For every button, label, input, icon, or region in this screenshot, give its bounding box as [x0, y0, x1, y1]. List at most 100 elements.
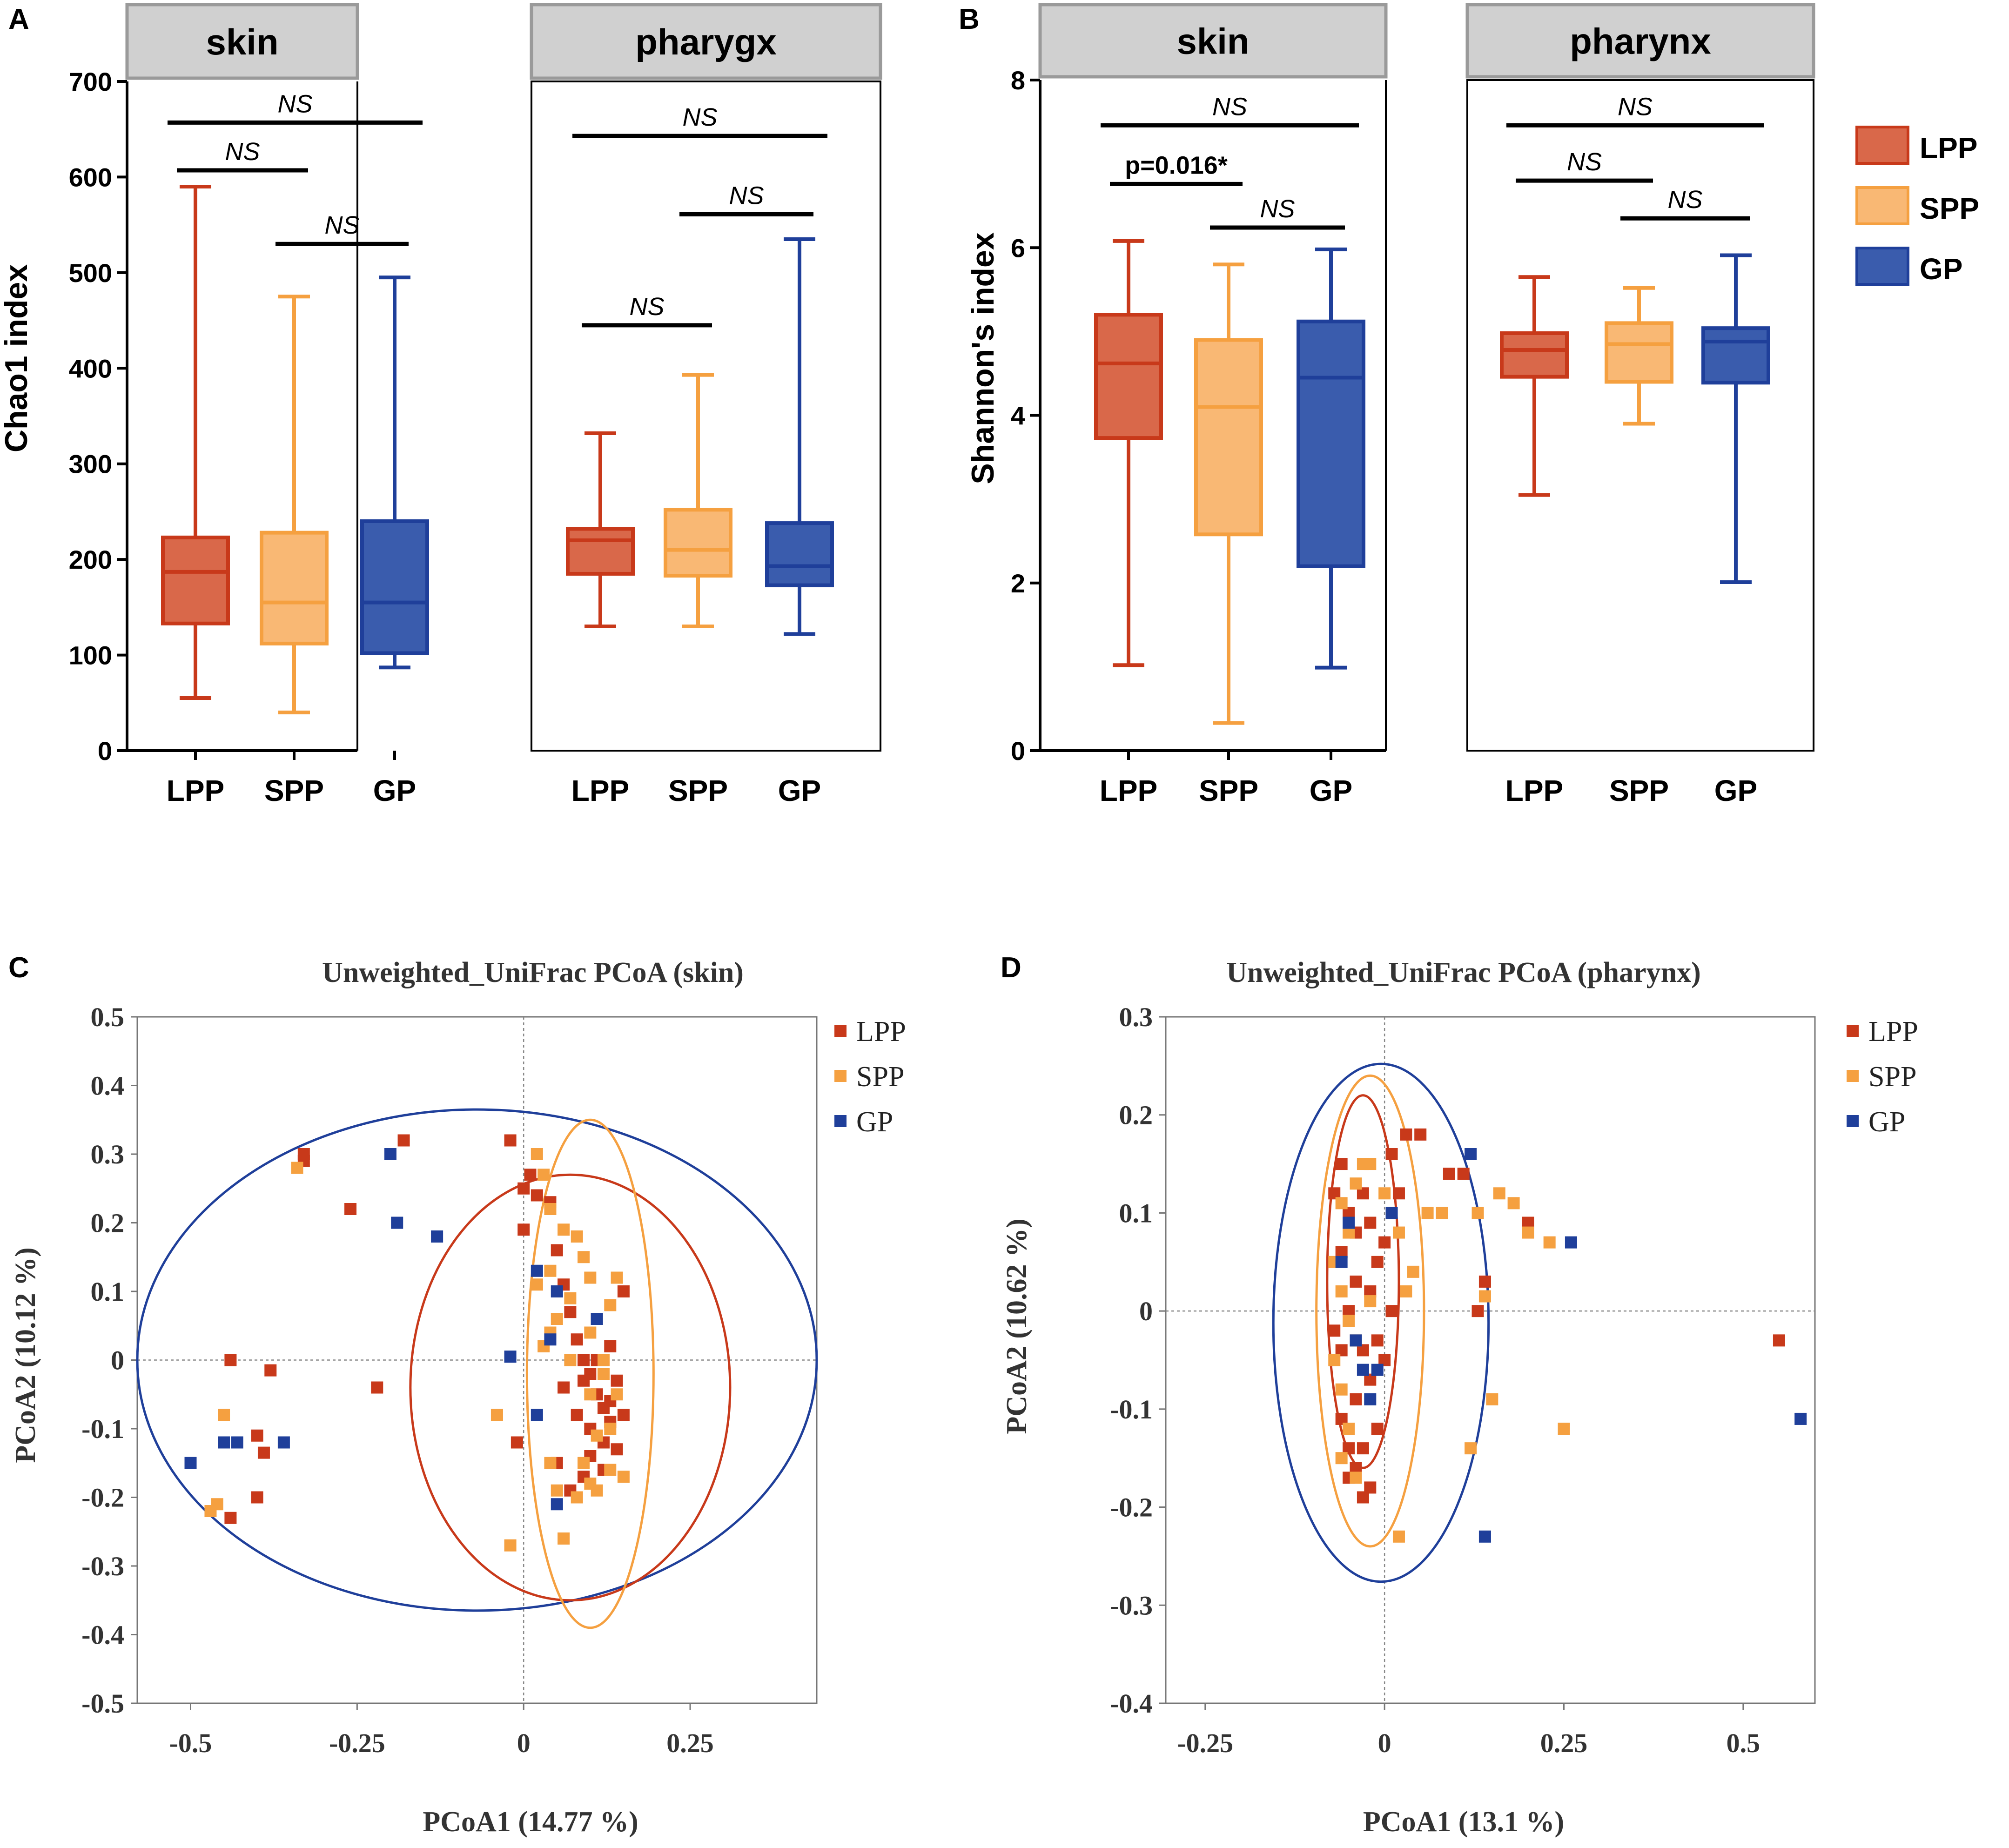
panel-c-point-gp	[531, 1409, 543, 1421]
panel-d-point-gp	[1371, 1364, 1384, 1376]
panel-b-shannon-boxplot: Shannon's index skin 0 2 4 6 8 LPP SPP GP p=0.016…	[965, 3, 1815, 807]
panel-c-point-gp	[531, 1264, 543, 1277]
panel-a-facet-pharygx-bracket-spp-gp-label: NS	[729, 182, 764, 210]
panel-c-legend-label-lpp: LPP	[856, 1016, 906, 1048]
panel-c-y-tick-label: 0.2	[91, 1208, 125, 1238]
panel-a-facet-skin-y-tick-label: 400	[69, 354, 112, 383]
panel-a-facet-pharygx-bracket-lpp-spp-label: NS	[629, 293, 664, 321]
legend-swatch-spp	[1855, 186, 1909, 225]
panel-b-facet-pharynx-title: pharynx	[1570, 21, 1711, 62]
panel-c-point-spp	[578, 1251, 590, 1263]
panel-letter-b: B	[959, 3, 980, 35]
panel-d-point-spp	[1343, 1315, 1355, 1327]
panel-c-legend-label-gp: GP	[856, 1106, 893, 1138]
panel-c-y-tick-label: -0.5	[81, 1688, 124, 1719]
panel-c-point-spp	[544, 1203, 557, 1215]
panel-c-y-tick-label: -0.1	[81, 1414, 124, 1444]
panel-a-facet-skin-title: skin	[206, 21, 278, 62]
panel-c-point-gp	[504, 1351, 517, 1363]
panel-c-point-lpp	[257, 1446, 270, 1459]
panel-c-legend-marker-lpp	[834, 1025, 847, 1037]
panel-d-y-tick-label: -0.4	[1110, 1688, 1153, 1719]
panel-c-point-spp	[597, 1368, 610, 1380]
panel-b-facet-skin-x-tick-label-spp: SPP	[1199, 774, 1258, 807]
panel-b-facet-pharynx-box-gp-iqr	[1701, 326, 1770, 385]
panel-b-facet-skin-box-gp-iqr	[1297, 319, 1365, 568]
panel-c-y-tick-label: 0.1	[91, 1277, 125, 1307]
panel-d-point-lpp	[1773, 1334, 1785, 1347]
panel-a-facet-skin-bracket-spp-gp-label: NS	[324, 211, 359, 239]
panel-d-point-spp	[1471, 1207, 1484, 1219]
panel-d-point-lpp	[1471, 1305, 1484, 1317]
panel-d-point-spp	[1543, 1236, 1556, 1249]
panel-c-point-lpp	[558, 1381, 570, 1394]
panel-d-x-tick-label: 0.5	[1727, 1728, 1760, 1758]
panel-c-point-lpp	[511, 1436, 523, 1449]
panel-b-facet-pharynx-header	[1465, 3, 1815, 79]
panel-d-y-tick-label: -0.2	[1110, 1492, 1153, 1523]
panel-a-facet-skin-box-lpp-iqr	[161, 535, 230, 625]
panel-c-point-gp	[544, 1333, 557, 1346]
panel-a-facet-skin-y-tick-label: 0	[98, 736, 112, 766]
panel-c-point-spp	[551, 1484, 563, 1497]
panel-b-facet-pharynx-box-spp-iqr	[1605, 321, 1673, 384]
panel-c-point-spp	[558, 1223, 570, 1236]
panel-d-point-lpp	[1378, 1236, 1391, 1249]
panel-letter-d: D	[1001, 952, 1021, 984]
panel-b-facet-pharynx-bracket-spp-gp-label: NS	[1667, 186, 1702, 214]
panel-c-ellipse-lpp	[409, 1173, 732, 1602]
panel-d-point-spp	[1465, 1442, 1477, 1455]
boxplot-legend: LPP SPP GP	[1855, 126, 1979, 286]
panel-c-point-spp	[604, 1423, 617, 1435]
panel-d-point-gp	[1794, 1412, 1807, 1425]
panel-d-y-tick-label: 0.3	[1119, 1002, 1153, 1032]
panel-d-point-spp	[1400, 1285, 1412, 1297]
panel-d-point-lpp	[1350, 1393, 1362, 1405]
panel-c-point-spp	[584, 1478, 597, 1490]
panel-a-facet-pharygx-box-lpp-iqr	[566, 527, 635, 576]
panel-d-point-lpp	[1335, 1158, 1348, 1170]
panel-d-point-lpp	[1457, 1168, 1470, 1180]
panel-c-point-lpp	[517, 1182, 530, 1195]
panel-d-point-spp	[1407, 1265, 1419, 1278]
panel-c-point-gp	[277, 1436, 290, 1449]
panel-c-point-spp	[571, 1230, 583, 1243]
panel-c-point-lpp	[564, 1306, 577, 1318]
panel-a-facet-pharygx-header	[530, 3, 882, 80]
panel-c-point-spp	[584, 1326, 597, 1339]
panel-c-point-gp	[551, 1498, 563, 1511]
panel-d-point-spp	[1522, 1226, 1534, 1239]
panel-a-facet-skin-y-tick-label: 600	[69, 162, 112, 192]
panel-a-facet-skin-x-tick-label-spp: SPP	[264, 774, 324, 807]
panel-c-point-spp	[551, 1313, 563, 1325]
panel-a-facet-skin-box-spp-iqr	[260, 531, 329, 645]
panel-d-plot-frame	[1165, 1016, 1816, 1704]
panel-b-facet-skin-bracket-lpp-gp-label: NS	[1212, 93, 1247, 121]
panel-c-point-spp	[490, 1409, 503, 1421]
panel-b-facet-pharynx-frame	[1466, 79, 1814, 752]
panel-d-point-spp	[1558, 1423, 1570, 1435]
panel-d-point-gp	[1350, 1334, 1362, 1347]
panel-a-facet-skin-bracket-lpp-gp-label: NS	[277, 90, 312, 118]
panel-b-facet-pharynx-x-tick-label-spp: SPP	[1609, 774, 1669, 807]
panel-c-point-lpp	[611, 1443, 623, 1456]
panel-d-point-spp	[1335, 1285, 1348, 1297]
panel-d-point-gp	[1385, 1207, 1398, 1219]
panel-d-point-lpp	[1385, 1305, 1398, 1317]
panel-b-facet-skin-y-tick-label: 0	[1011, 736, 1025, 766]
panel-c-point-lpp	[251, 1491, 263, 1504]
panel-c-point-spp	[604, 1299, 617, 1311]
panel-c-point-lpp	[371, 1381, 383, 1394]
panel-d-point-gp	[1364, 1393, 1377, 1405]
panel-d-point-spp	[1335, 1383, 1348, 1396]
panel-c-point-spp	[291, 1162, 303, 1174]
panel-b-facet-skin-title: skin	[1176, 21, 1249, 62]
panel-d-point-spp	[1392, 1226, 1405, 1239]
panel-c-point-lpp	[617, 1409, 630, 1421]
panel-c-point-spp	[204, 1505, 217, 1517]
panel-d-point-lpp	[1385, 1148, 1398, 1160]
panel-d-point-lpp	[1371, 1334, 1384, 1347]
panel-c-point-lpp	[397, 1134, 410, 1147]
panel-c-point-spp	[531, 1148, 543, 1160]
panel-d-point-spp	[1335, 1197, 1348, 1210]
